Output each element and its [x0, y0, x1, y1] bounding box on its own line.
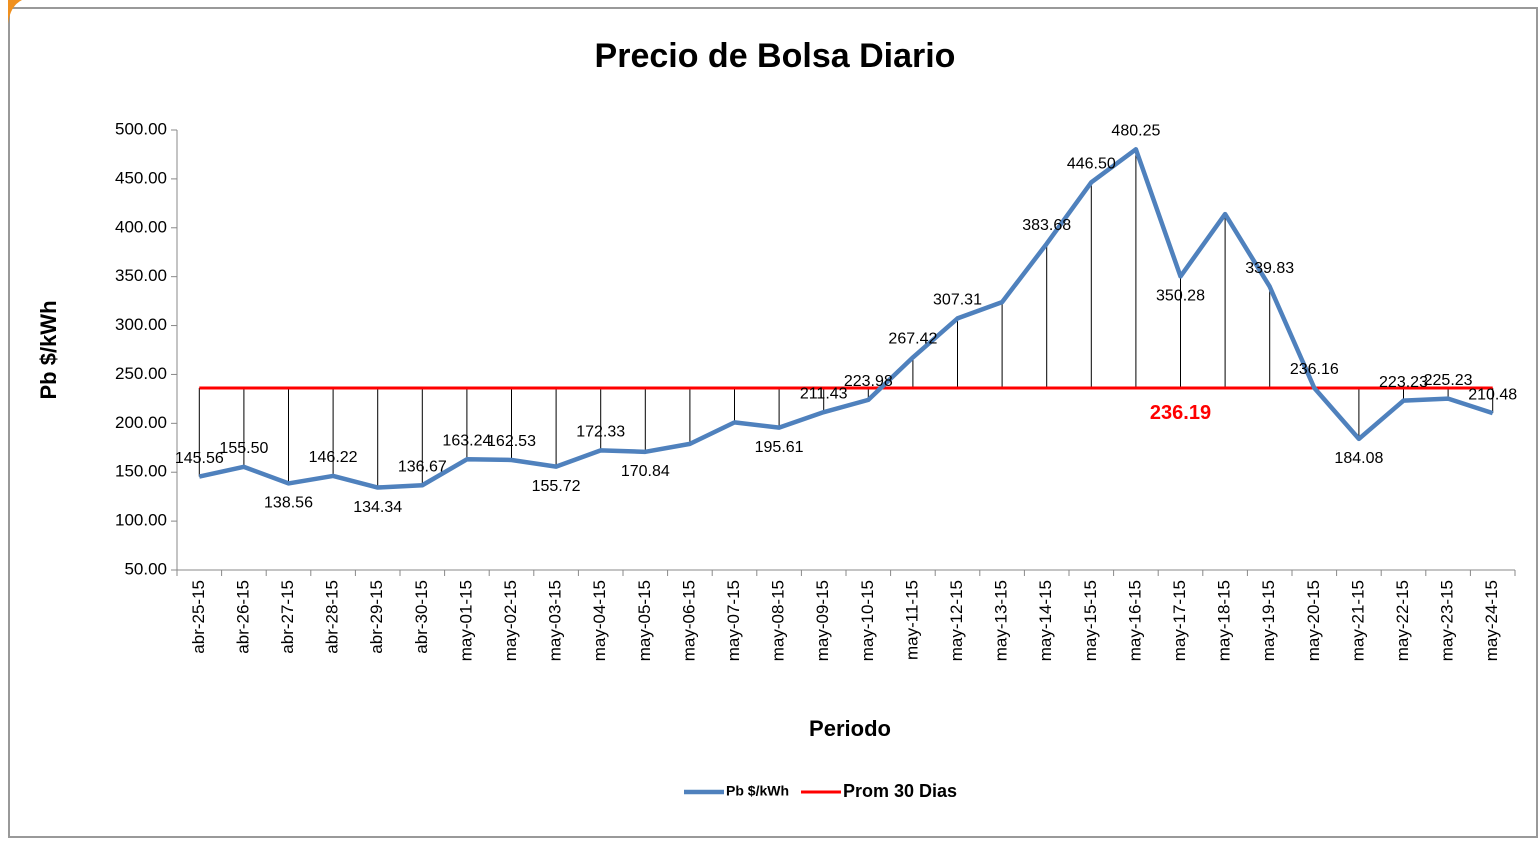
y-axis-title: Pb $/kWh	[36, 300, 61, 399]
data-label: 155.50	[219, 440, 268, 457]
x-tick-label: may-23-15	[1438, 580, 1457, 661]
data-label: 446.50	[1067, 156, 1116, 173]
x-tick-label: may-12-15	[947, 580, 966, 661]
data-label: 170.84	[621, 463, 670, 480]
x-tick-label: may-08-15	[769, 580, 788, 661]
x-tick-label: may-21-15	[1348, 580, 1367, 661]
data-label: 155.72	[532, 478, 581, 495]
data-label: 339.83	[1245, 260, 1294, 277]
data-label: 145.56	[175, 450, 224, 467]
data-label: 136.67	[398, 458, 447, 475]
data-label: 195.61	[755, 439, 804, 456]
y-tick-label: 450.00	[115, 168, 167, 187]
y-tick-label: 350.00	[115, 266, 167, 285]
data-label: 146.22	[309, 449, 358, 466]
x-tick-label: may-05-15	[635, 580, 654, 661]
chart-title: Precio de Bolsa Diario	[595, 37, 956, 75]
x-tick-label: may-19-15	[1259, 580, 1278, 661]
y-tick-label: 100.00	[115, 511, 167, 530]
x-tick-label: may-10-15	[858, 580, 877, 661]
data-label: 307.31	[933, 292, 982, 309]
x-tick-label: may-03-15	[546, 580, 565, 661]
data-label: 134.34	[353, 499, 402, 516]
data-label: 223.98	[844, 373, 893, 390]
x-tick-label: may-15-15	[1081, 580, 1100, 661]
data-label: 350.28	[1156, 288, 1205, 305]
data-label: 163.24	[442, 432, 491, 449]
data-label: 236.19	[1150, 402, 1211, 424]
data-label: 383.68	[1022, 217, 1071, 234]
x-tick-label: may-18-15	[1215, 580, 1234, 661]
legend-label: Pb $/kWh	[726, 783, 789, 799]
chart-frame	[8, 7, 1538, 838]
x-tick-label: may-09-15	[813, 580, 832, 661]
data-label: 210.48	[1468, 386, 1517, 403]
y-tick-label: 150.00	[115, 462, 167, 481]
x-tick-label: abr-29-15	[367, 580, 386, 654]
data-label: 480.25	[1111, 123, 1160, 140]
x-tick-label: may-17-15	[1170, 580, 1189, 661]
x-tick-label: abr-28-15	[323, 580, 342, 654]
x-tick-label: may-11-15	[902, 580, 921, 660]
data-label: 225.23	[1424, 372, 1473, 389]
data-label: 267.42	[888, 331, 937, 348]
x-tick-label: abr-30-15	[412, 580, 431, 654]
data-label: 236.16	[1290, 361, 1339, 378]
x-tick-label: may-02-15	[501, 580, 520, 661]
x-tick-label: abr-27-15	[278, 580, 297, 654]
y-tick-label: 250.00	[115, 364, 167, 383]
data-label: 172.33	[576, 424, 625, 441]
series-line	[198, 147, 1494, 490]
x-tick-label: may-16-15	[1125, 580, 1144, 661]
y-tick-label: 300.00	[115, 315, 167, 334]
x-axis-title: Periodo	[809, 716, 891, 741]
data-label: 184.08	[1334, 450, 1383, 467]
x-tick-label: may-20-15	[1304, 580, 1323, 661]
y-tick-label: 500.00	[115, 119, 167, 138]
x-tick-label: may-14-15	[1036, 580, 1055, 661]
y-tick-label: 400.00	[115, 217, 167, 236]
corner-decoration	[0, 0, 22, 24]
data-label: 211.43	[800, 385, 848, 402]
x-tick-label: abr-26-15	[233, 580, 252, 654]
legend-label: Prom 30 Dias	[843, 781, 957, 801]
x-tick-label: may-07-15	[724, 580, 743, 661]
x-tick-label: may-22-15	[1393, 580, 1412, 661]
x-tick-label: may-04-15	[590, 580, 609, 661]
x-tick-label: may-01-15	[456, 580, 475, 661]
data-label: 162.53	[487, 433, 536, 450]
data-label: 138.56	[264, 495, 313, 512]
y-tick-label: 200.00	[115, 413, 167, 432]
x-tick-label: may-24-15	[1482, 580, 1501, 661]
data-label: 223.23	[1379, 374, 1428, 391]
x-tick-label: may-13-15	[992, 580, 1011, 661]
x-tick-label: abr-25-15	[189, 580, 208, 654]
x-tick-label: may-06-15	[679, 580, 698, 661]
y-tick-label: 50.00	[124, 559, 167, 578]
